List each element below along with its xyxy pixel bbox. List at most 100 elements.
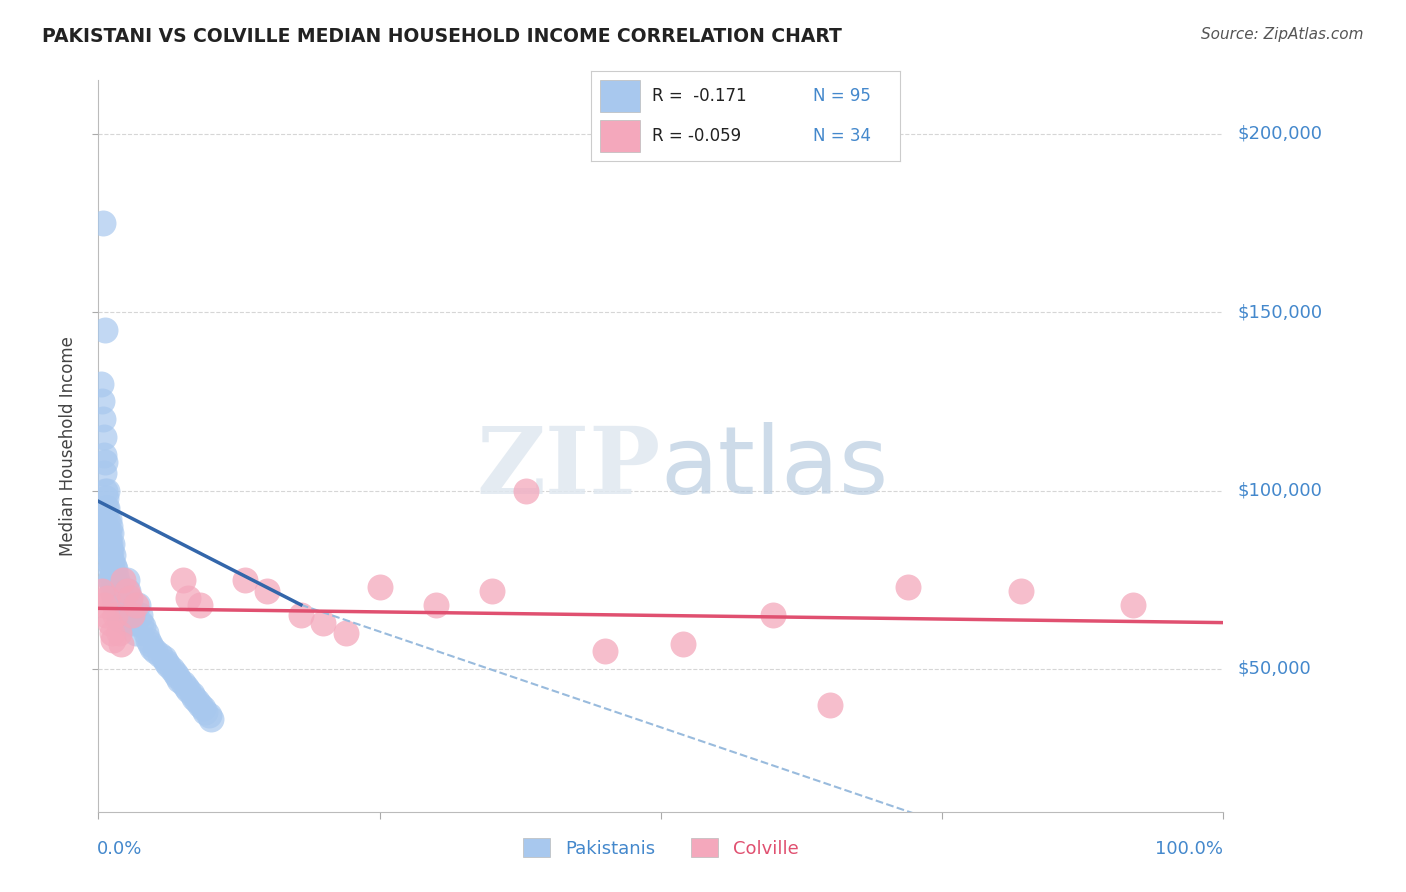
- Text: $100,000: $100,000: [1237, 482, 1322, 500]
- Text: atlas: atlas: [661, 422, 889, 514]
- Point: [104, 562, 127, 576]
- Point: [100, 544, 122, 558]
- Point: [115, 573, 138, 587]
- Point: [94, 483, 117, 498]
- Point: [93, 466, 115, 480]
- Point: [672, 637, 695, 651]
- Point: [290, 608, 312, 623]
- Point: [177, 683, 200, 698]
- Point: [97, 512, 120, 526]
- Text: Source: ZipAtlas.com: Source: ZipAtlas.com: [1201, 27, 1364, 42]
- Point: [115, 583, 138, 598]
- Point: [104, 608, 127, 623]
- Point: [96, 501, 118, 516]
- Point: [114, 612, 136, 626]
- Text: $50,000: $50,000: [1237, 660, 1310, 678]
- Point: [111, 598, 134, 612]
- Point: [93, 430, 115, 444]
- Point: [897, 580, 920, 594]
- Point: [93, 448, 115, 462]
- Point: [103, 591, 125, 605]
- Point: [368, 580, 391, 594]
- Point: [135, 626, 157, 640]
- Point: [188, 598, 211, 612]
- Point: [425, 598, 447, 612]
- Point: [110, 608, 132, 623]
- Point: [97, 537, 120, 551]
- Point: [103, 558, 125, 573]
- Point: [98, 548, 121, 562]
- Point: [107, 576, 129, 591]
- Point: [312, 615, 335, 630]
- Point: [96, 526, 118, 541]
- Point: [98, 562, 121, 576]
- Point: [104, 598, 127, 612]
- Point: [118, 591, 141, 605]
- Point: [157, 658, 180, 673]
- Point: [107, 580, 129, 594]
- Point: [96, 512, 118, 526]
- FancyBboxPatch shape: [600, 120, 640, 152]
- Point: [90, 394, 112, 409]
- Text: R =  -0.171: R = -0.171: [652, 87, 747, 105]
- Point: [155, 655, 177, 669]
- Point: [136, 633, 159, 648]
- Point: [139, 637, 162, 651]
- Point: [90, 583, 112, 598]
- Point: [100, 526, 122, 541]
- Point: [141, 640, 163, 655]
- Point: [105, 587, 128, 601]
- Point: [96, 519, 118, 533]
- Point: [107, 594, 129, 608]
- Text: $200,000: $200,000: [1237, 125, 1322, 143]
- Point: [112, 573, 135, 587]
- Point: [152, 651, 174, 665]
- Text: $150,000: $150,000: [1237, 303, 1322, 321]
- Point: [97, 548, 120, 562]
- Point: [96, 608, 118, 623]
- Point: [101, 580, 124, 594]
- Point: [762, 608, 785, 623]
- Point: [129, 615, 152, 630]
- Point: [103, 573, 125, 587]
- Point: [100, 558, 122, 573]
- Text: 0.0%: 0.0%: [97, 840, 142, 858]
- Point: [101, 555, 124, 569]
- Point: [335, 626, 357, 640]
- Point: [194, 705, 217, 719]
- Point: [98, 519, 121, 533]
- Point: [101, 633, 124, 648]
- Point: [96, 483, 118, 498]
- Point: [183, 690, 205, 705]
- Legend: Pakistanis, Colville: Pakistanis, Colville: [516, 831, 806, 865]
- Point: [117, 583, 139, 598]
- Point: [101, 626, 124, 640]
- Point: [118, 591, 141, 605]
- Point: [149, 648, 172, 662]
- Point: [169, 673, 191, 687]
- Point: [100, 573, 122, 587]
- Point: [481, 583, 503, 598]
- Text: N = 34: N = 34: [813, 127, 872, 145]
- Point: [110, 637, 132, 651]
- Text: 100.0%: 100.0%: [1156, 840, 1223, 858]
- Point: [818, 698, 841, 712]
- Point: [98, 537, 121, 551]
- Point: [101, 583, 124, 598]
- Point: [188, 698, 211, 712]
- Point: [93, 598, 115, 612]
- Point: [91, 412, 114, 426]
- Point: [91, 216, 114, 230]
- Point: [174, 680, 197, 694]
- Point: [132, 619, 155, 633]
- Point: [256, 583, 278, 598]
- Point: [107, 598, 129, 612]
- Point: [163, 665, 186, 680]
- Point: [121, 608, 143, 623]
- Point: [108, 587, 131, 601]
- Point: [107, 626, 129, 640]
- Point: [96, 526, 118, 541]
- Point: [166, 669, 188, 683]
- Point: [200, 712, 222, 726]
- Point: [97, 555, 120, 569]
